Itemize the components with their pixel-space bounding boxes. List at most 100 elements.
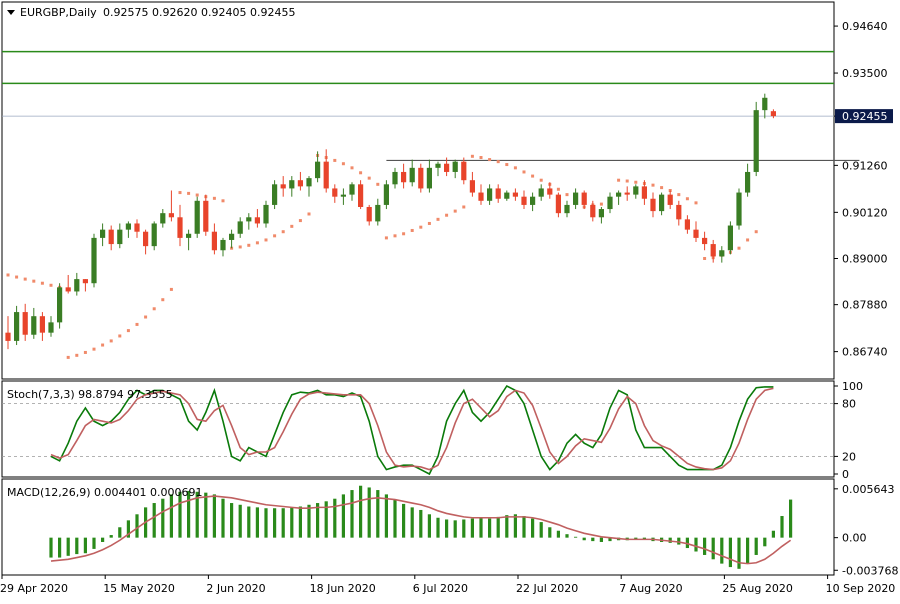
candle[interactable]: [616, 190, 622, 205]
candle[interactable]: [280, 176, 286, 197]
candle[interactable]: [117, 223, 123, 249]
candle[interactable]: [650, 192, 656, 218]
candle[interactable]: [57, 283, 63, 329]
candle[interactable]: [564, 200, 570, 218]
candle[interactable]: [237, 217, 243, 238]
candle[interactable]: [349, 182, 355, 201]
candle[interactable]: [272, 180, 278, 210]
candle[interactable]: [676, 200, 682, 226]
stoch-main-line[interactable]: [50, 384, 774, 476]
candle[interactable]: [581, 190, 587, 210]
candle[interactable]: [590, 200, 596, 222]
candle[interactable]: [340, 188, 346, 205]
candle[interactable]: [383, 180, 389, 210]
stoch-signal-line[interactable]: [50, 387, 774, 471]
candle[interactable]: [194, 196, 200, 238]
candle[interactable]: [745, 163, 751, 197]
candle[interactable]: [254, 209, 260, 228]
candle[interactable]: [74, 272, 80, 296]
candle[interactable]: [229, 229, 235, 249]
candle[interactable]: [530, 192, 536, 212]
candle[interactable]: [538, 184, 544, 201]
candle[interactable]: [487, 184, 493, 205]
candle[interactable]: [461, 157, 467, 185]
candle[interactable]: [177, 204, 183, 247]
candle[interactable]: [426, 159, 432, 193]
candle[interactable]: [151, 221, 157, 251]
candle[interactable]: [469, 171, 475, 197]
macd-bar: [427, 514, 431, 538]
candle[interactable]: [633, 184, 639, 199]
candle[interactable]: [727, 221, 733, 255]
candle[interactable]: [160, 209, 166, 228]
candle[interactable]: [684, 215, 690, 234]
candle[interactable]: [31, 307, 37, 339]
candle[interactable]: [719, 246, 725, 263]
candle[interactable]: [693, 221, 699, 243]
candle[interactable]: [770, 109, 776, 119]
candle[interactable]: [418, 163, 424, 193]
candle[interactable]: [297, 171, 303, 191]
candle[interactable]: [246, 213, 252, 230]
candle[interactable]: [547, 182, 553, 199]
candle[interactable]: [5, 316, 11, 350]
candle[interactable]: [607, 192, 613, 214]
candle[interactable]: [186, 229, 192, 251]
candle[interactable]: [452, 159, 458, 179]
candle[interactable]: [495, 184, 501, 203]
candle[interactable]: [65, 274, 71, 294]
candle[interactable]: [598, 206, 604, 224]
candle[interactable]: [710, 239, 716, 263]
candle[interactable]: [555, 192, 561, 218]
candle[interactable]: [375, 198, 381, 226]
candle[interactable]: [100, 223, 106, 247]
candle[interactable]: [478, 184, 484, 205]
candle[interactable]: [521, 190, 527, 210]
candle[interactable]: [134, 219, 140, 238]
candle[interactable]: [624, 186, 630, 201]
candle[interactable]: [323, 149, 329, 193]
candle[interactable]: [444, 157, 450, 177]
macd-bar: [462, 519, 466, 538]
stoch-panel-frame: [1, 380, 835, 478]
candle[interactable]: [736, 188, 742, 230]
candle[interactable]: [91, 233, 97, 288]
candle[interactable]: [762, 93, 768, 119]
candle[interactable]: [573, 188, 579, 210]
candle[interactable]: [392, 167, 398, 189]
macd-signal-line[interactable]: [50, 495, 792, 565]
candle[interactable]: [39, 312, 45, 341]
candle[interactable]: [125, 221, 131, 238]
candle[interactable]: [504, 190, 510, 201]
candle[interactable]: [14, 305, 20, 346]
candle-body: [667, 194, 673, 205]
candle[interactable]: [401, 163, 407, 189]
candle[interactable]: [143, 229, 149, 255]
candle[interactable]: [211, 223, 217, 255]
candle[interactable]: [108, 225, 114, 251]
candle[interactable]: [22, 303, 28, 341]
candle[interactable]: [435, 161, 441, 177]
candle[interactable]: [702, 231, 708, 251]
candle[interactable]: [366, 204, 372, 226]
candle[interactable]: [289, 176, 295, 197]
candle[interactable]: [512, 188, 518, 201]
candle-body: [426, 167, 432, 189]
candle[interactable]: [306, 176, 312, 197]
candle[interactable]: [220, 237, 226, 257]
candle[interactable]: [667, 190, 673, 210]
candle[interactable]: [82, 279, 88, 292]
caret-down-icon[interactable]: [7, 10, 15, 15]
candle[interactable]: [358, 180, 364, 210]
candle[interactable]: [659, 192, 665, 216]
candle[interactable]: [315, 151, 321, 183]
candle[interactable]: [753, 101, 759, 177]
candle[interactable]: [203, 194, 209, 236]
candle[interactable]: [641, 180, 647, 205]
candle[interactable]: [332, 184, 338, 203]
candle[interactable]: [48, 316, 54, 337]
candle[interactable]: [168, 190, 174, 222]
candle[interactable]: [263, 200, 269, 228]
candle[interactable]: [409, 159, 415, 187]
